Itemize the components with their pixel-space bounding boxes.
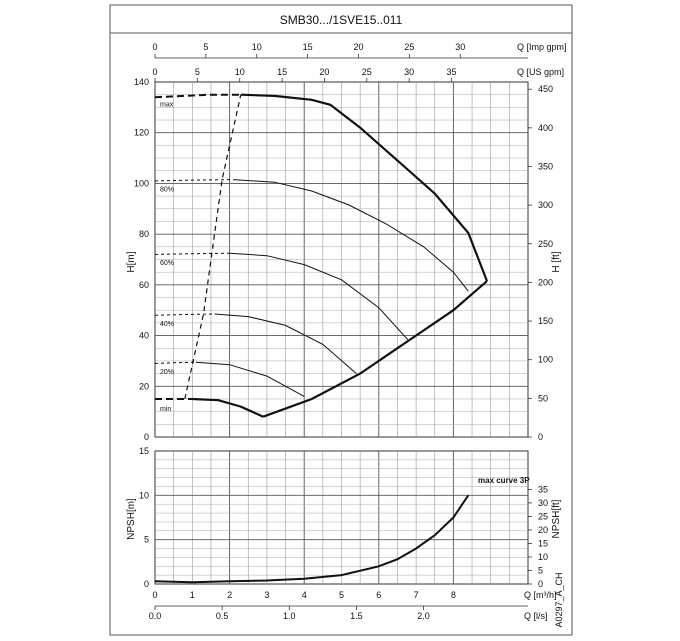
x-m3h-tick-label: 7: [414, 590, 419, 600]
left-limit-dashed-line: [184, 94, 242, 400]
x-m3h-tick-label: 5: [339, 590, 344, 600]
us-gpm-tick-label: 10: [235, 67, 245, 77]
x-label-m3h: Q [m³/h]: [524, 590, 557, 600]
curve-label-min: min: [160, 406, 171, 413]
us-gpm-tick-label: 15: [277, 67, 287, 77]
curve-label-max: max: [160, 102, 174, 109]
imp-gpm-tick-label: 20: [353, 42, 363, 52]
dashed-curve-80%: [154, 179, 234, 182]
npsh-y-right-tick-label: 15: [538, 538, 548, 548]
npsh-y-right-tick-label: 30: [538, 498, 548, 508]
head-y-label-left: H[m]: [126, 251, 137, 272]
us-gpm-tick-label: 5: [195, 67, 200, 77]
npsh-y-tick-label: 10: [139, 490, 149, 500]
x-m3h-tick-label: 2: [227, 590, 232, 600]
npsh-y-tick-label: 15: [139, 446, 149, 456]
npsh-chart-grid: [154, 450, 532, 610]
head-curve-20%: [195, 361, 305, 397]
right-envelope-curve: [262, 280, 488, 418]
top-axis-imp-label: Q [Imp gpm]: [517, 42, 567, 52]
head-y-tick-label: 80: [139, 229, 149, 239]
head-curve-80%: [233, 179, 469, 292]
npsh-y-tick-label: 0: [144, 579, 149, 589]
npsh-y-right-tick-label: 25: [538, 511, 548, 521]
curve-label-80%: 80%: [160, 187, 174, 194]
us-gpm-tick-label: 30: [404, 67, 414, 77]
x-ls-tick-label: 0.5: [216, 611, 229, 621]
head-y-tick-label: 120: [134, 128, 149, 138]
head-curve-max: [240, 93, 489, 282]
head-y-tick-label: 100: [134, 178, 149, 188]
npsh-y-right-tick-label: 35: [538, 484, 548, 494]
npsh-y-right-tick-label: 5: [538, 565, 543, 575]
head-y-tick-label: 0: [144, 432, 149, 442]
chart-title: SMB30.../1SVE15..011: [280, 13, 403, 27]
x-ls-tick-label: 2.0: [417, 611, 430, 621]
head-y-right-tick-label: 150: [538, 316, 553, 326]
us-gpm-tick-label: 25: [362, 67, 372, 77]
x-label-ls: Q [l/s]: [524, 611, 548, 621]
head-y-label-right: H [ft]: [551, 251, 562, 272]
imp-gpm-tick-label: 10: [252, 42, 262, 52]
npsh-y-label-right: NPSH[ft]: [551, 499, 562, 538]
npsh-y-right-tick-label: 0: [538, 579, 543, 589]
head-y-tick-label: 40: [139, 331, 149, 341]
curve-label-60%: 60%: [160, 260, 174, 267]
curve-label-40%: 40%: [160, 321, 174, 328]
head-chart-grid: [154, 54, 532, 438]
us-gpm-tick-label: 20: [319, 67, 329, 77]
x-m3h-tick-label: 6: [376, 590, 381, 600]
npsh-curves: [154, 494, 470, 584]
head-y-tick-label: 140: [134, 77, 149, 87]
x-ls-tick-label: 0.0: [149, 611, 162, 621]
npsh-y-right-tick-label: 10: [538, 552, 548, 562]
npsh-y-tick-label: 5: [144, 535, 149, 545]
head-y-tick-label: 60: [139, 280, 149, 290]
head-curve-min: [192, 397, 264, 418]
head-curves: max 80% 60% 40% 20% min: [154, 93, 489, 418]
x-m3h-tick-label: 8: [451, 590, 456, 600]
dashed-curve-20%: [154, 361, 197, 364]
npsh-y-label-left: NPSH[m]: [126, 498, 137, 540]
head-y-right-tick-label: 400: [538, 123, 553, 133]
head-y-tick-label: 20: [139, 381, 149, 391]
imp-gpm-tick-label: 25: [404, 42, 414, 52]
head-y-right-tick-label: 200: [538, 277, 553, 287]
figure-code: A0297_A_CH: [554, 572, 564, 627]
head-y-right-tick-label: 350: [538, 161, 553, 171]
head-y-right-tick-label: 50: [538, 393, 548, 403]
outer-frame: [109, 4, 573, 636]
head-curve-60%: [229, 252, 409, 341]
curve-label-20%: 20%: [160, 369, 174, 376]
npsh-curve: [154, 494, 470, 584]
us-gpm-tick-label: 0: [152, 67, 157, 77]
x-m3h-tick-label: 1: [190, 590, 195, 600]
x-ls-tick-label: 1.5: [350, 611, 363, 621]
dashed-curve-max: [154, 93, 241, 99]
npsh-y-right-tick-label: 20: [538, 525, 548, 535]
x-m3h-tick-label: 4: [302, 590, 307, 600]
x-ls-tick-label: 1.0: [283, 611, 296, 621]
head-y-right-tick-label: 300: [538, 200, 553, 210]
x-m3h-tick-label: 3: [264, 590, 269, 600]
imp-gpm-tick-label: 15: [303, 42, 313, 52]
head-y-right-tick-label: 0: [538, 432, 543, 442]
imp-gpm-tick-label: 0: [152, 42, 157, 52]
axis-labels: 0204060801001201400501001502002503003504…: [134, 42, 553, 621]
us-gpm-tick-label: 35: [446, 67, 456, 77]
head-curve-40%: [214, 313, 357, 374]
dashed-curve-40%: [154, 313, 215, 316]
dashed-curve-60%: [154, 252, 230, 255]
head-y-right-tick-label: 450: [538, 84, 553, 94]
imp-gpm-tick-label: 5: [203, 42, 208, 52]
x-m3h-tick-label: 0: [152, 590, 157, 600]
head-y-right-tick-label: 250: [538, 239, 553, 249]
head-y-right-tick-label: 100: [538, 355, 553, 365]
npsh-annotation: max curve 3P: [478, 476, 530, 485]
top-axis-us-label: Q [US gpm]: [517, 67, 564, 77]
imp-gpm-tick-label: 30: [455, 42, 465, 52]
